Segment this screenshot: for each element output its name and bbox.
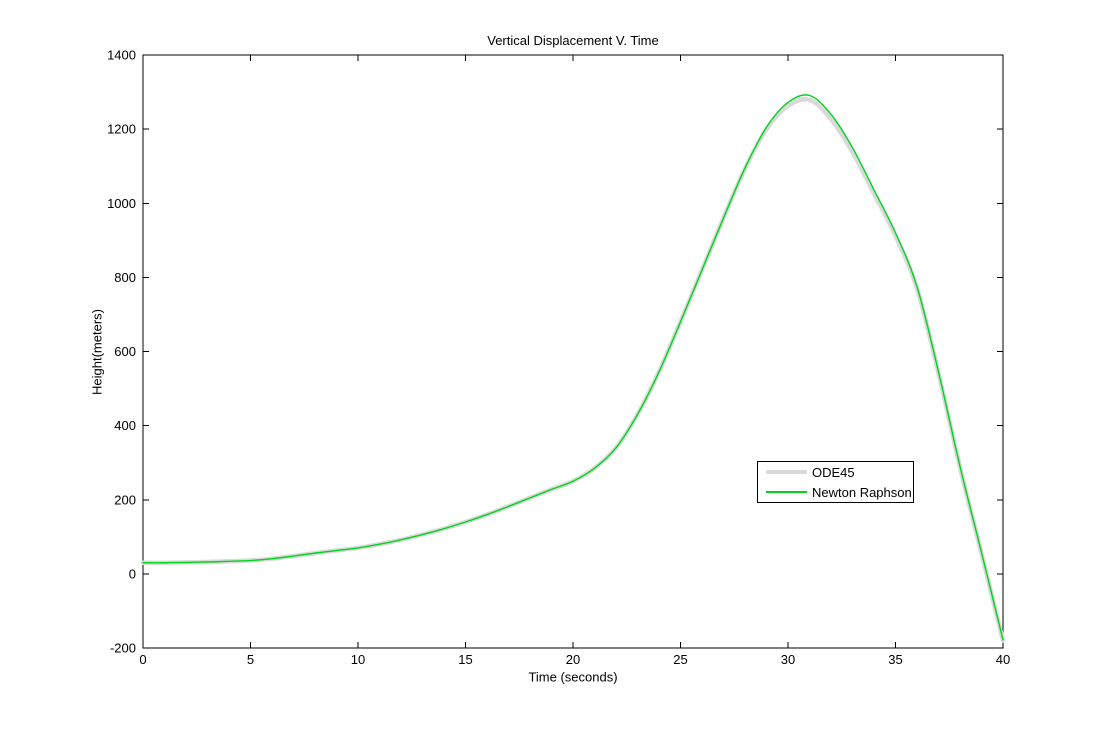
y-tick-label: 200 xyxy=(114,492,136,507)
y-tick-label: 1200 xyxy=(107,122,136,137)
x-tick-label: 25 xyxy=(673,652,687,667)
legend-label-newton-raphson: Newton Raphson xyxy=(812,484,912,500)
x-tick-label: 10 xyxy=(351,652,365,667)
y-tick-label: -200 xyxy=(110,641,136,656)
y-tick-label: 400 xyxy=(114,418,136,433)
legend[interactable]: ODE45 Newton Raphson xyxy=(757,461,914,503)
y-tick-label: 1000 xyxy=(107,196,136,211)
y-tick-label: 800 xyxy=(114,270,136,285)
y-tick-label: 1400 xyxy=(107,48,136,63)
legend-item-newton-raphson: Newton Raphson xyxy=(758,482,913,502)
y-tick-label: 600 xyxy=(114,344,136,359)
x-tick-label: 5 xyxy=(247,652,254,667)
y-tick-label: 0 xyxy=(129,566,136,581)
x-axis-label: Time (seconds) xyxy=(528,669,618,685)
chart-title: Vertical Displacement V. Time xyxy=(487,33,659,48)
series-line-newton-raphson xyxy=(142,94,1004,641)
legend-label-ode45: ODE45 xyxy=(812,464,855,480)
legend-item-ode45: ODE45 xyxy=(758,462,913,482)
x-tick-label: 35 xyxy=(888,652,902,667)
x-tick-label: 20 xyxy=(566,652,580,667)
x-tick-label: 0 xyxy=(139,652,146,667)
x-tick-label: 30 xyxy=(781,652,795,667)
x-tick-label: 40 xyxy=(996,652,1010,667)
x-tick-label: 15 xyxy=(458,652,472,667)
newton-raphson-line-sample-icon xyxy=(766,491,807,493)
y-axis-label: Height(meters) xyxy=(89,309,105,395)
ode45-line-sample-icon xyxy=(766,470,807,474)
